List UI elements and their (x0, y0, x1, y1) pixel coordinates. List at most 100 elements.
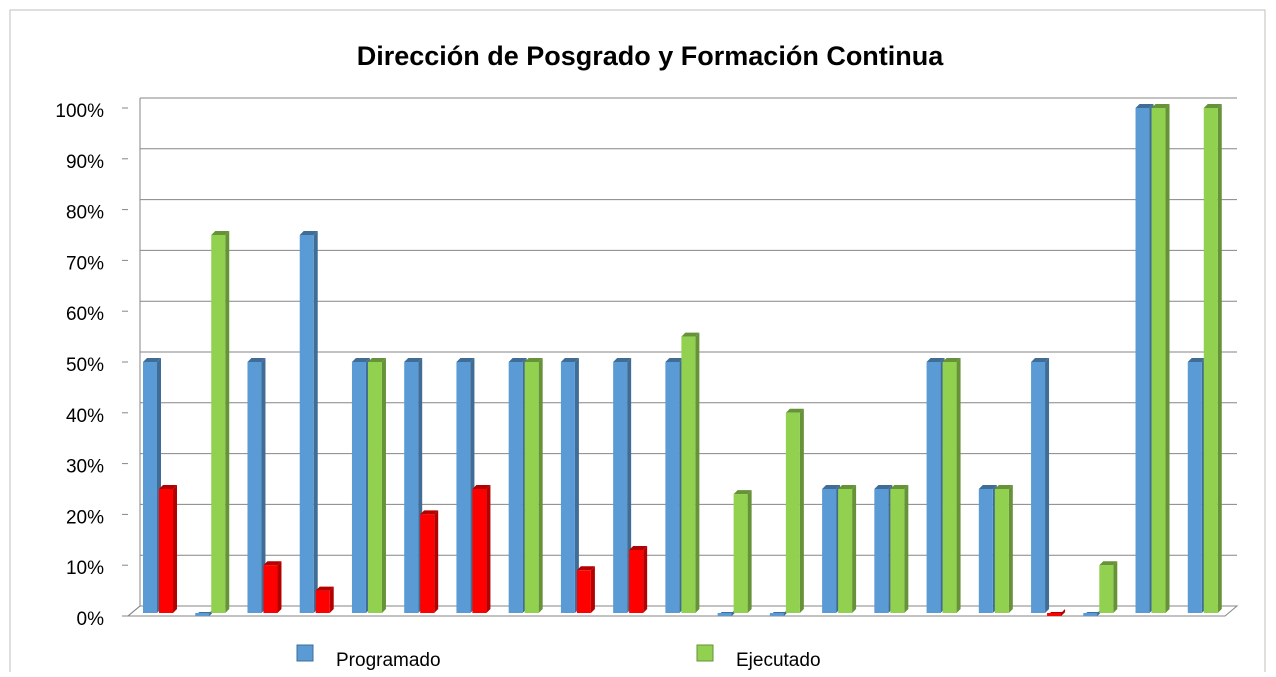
bar (769, 613, 784, 616)
bar-top (472, 485, 491, 489)
y-tick-label: 40% (66, 406, 104, 427)
bar-top (211, 231, 230, 235)
legend-label: Programado (336, 650, 441, 671)
bar (1083, 613, 1098, 616)
bar-side (956, 358, 961, 613)
bar-top (994, 485, 1013, 489)
bar (1187, 362, 1202, 613)
bar-side (486, 485, 491, 613)
bar-top (524, 358, 543, 362)
bar-side (1045, 358, 1050, 613)
bar-top (1203, 104, 1222, 108)
bar (1203, 108, 1218, 613)
bar-top (942, 358, 961, 362)
bar-side (173, 485, 177, 613)
bar (211, 235, 226, 613)
bar-side (904, 485, 909, 613)
bar-side (261, 358, 266, 613)
bar-top (629, 545, 648, 550)
bar-side (1008, 485, 1013, 613)
bar-side (313, 231, 318, 613)
bar-side (799, 408, 804, 613)
bar-top (1151, 104, 1170, 108)
chart-title: Dirección de Posgrado y Formación Contin… (357, 41, 945, 71)
bar-side (225, 231, 230, 613)
bar-top (456, 358, 475, 362)
bar (1099, 565, 1114, 613)
bar-side (1165, 104, 1170, 613)
bar (404, 362, 419, 613)
bar (524, 362, 539, 613)
bar-top (785, 408, 804, 413)
bar (994, 489, 1009, 613)
bar-top (1031, 358, 1050, 362)
bar (351, 362, 366, 613)
y-tick-label: 80% (66, 203, 104, 224)
bar (263, 565, 278, 613)
bar-top (665, 358, 684, 362)
bar (665, 362, 680, 613)
y-tick-label: 60% (66, 304, 104, 325)
bar-top (247, 358, 266, 362)
bar-top (681, 332, 700, 337)
bar-side (329, 586, 334, 613)
y-tick-label: 0% (77, 609, 105, 630)
y-tick-label: 50% (66, 355, 104, 376)
bar (367, 362, 382, 613)
bar (717, 613, 732, 616)
bar-top (576, 566, 595, 571)
bar-top (159, 485, 177, 489)
bar (838, 489, 853, 613)
bar (576, 570, 591, 613)
bar (159, 489, 173, 613)
legend-label: Ejecutado (736, 650, 821, 671)
bar-top (508, 358, 527, 362)
bar-top (613, 358, 632, 362)
legend-swatch (696, 644, 714, 662)
bar (420, 514, 435, 613)
y-tick-label: 100% (55, 101, 104, 122)
y-tick-label: 90% (66, 152, 104, 173)
y-tick-label: 10% (66, 558, 104, 579)
bar (613, 362, 628, 613)
y-tick-label: 20% (66, 507, 104, 528)
bar-top (299, 231, 318, 235)
bar-top (1187, 358, 1206, 362)
bar-side (434, 510, 439, 613)
bar-top (978, 485, 997, 489)
bar-top (263, 561, 282, 566)
bar (1135, 108, 1150, 613)
bar (785, 412, 800, 613)
bar-side (1113, 561, 1118, 613)
bar-top (560, 358, 579, 362)
bar (942, 362, 957, 613)
bar-top (733, 490, 752, 495)
bar (508, 362, 523, 613)
bar-side (574, 358, 579, 613)
bar (315, 590, 330, 613)
bar-side (695, 332, 700, 613)
bar (629, 549, 644, 613)
bar-side (277, 561, 282, 613)
bar-side (643, 545, 648, 613)
bar-side (747, 490, 752, 613)
bar-side (852, 485, 857, 613)
bar (733, 494, 748, 613)
bar (874, 489, 889, 613)
bar-side (590, 566, 595, 613)
bar (247, 362, 262, 613)
bar-top (838, 485, 857, 489)
bar (926, 362, 941, 613)
bar (195, 613, 210, 616)
bar-top (926, 358, 945, 362)
bar-top (1135, 104, 1154, 108)
bar (978, 489, 993, 613)
bar-side (538, 358, 543, 613)
bar (472, 489, 487, 613)
bar (681, 336, 696, 613)
bar (560, 362, 575, 613)
bar (456, 362, 471, 613)
bar-top (822, 485, 841, 489)
bar (890, 489, 905, 613)
